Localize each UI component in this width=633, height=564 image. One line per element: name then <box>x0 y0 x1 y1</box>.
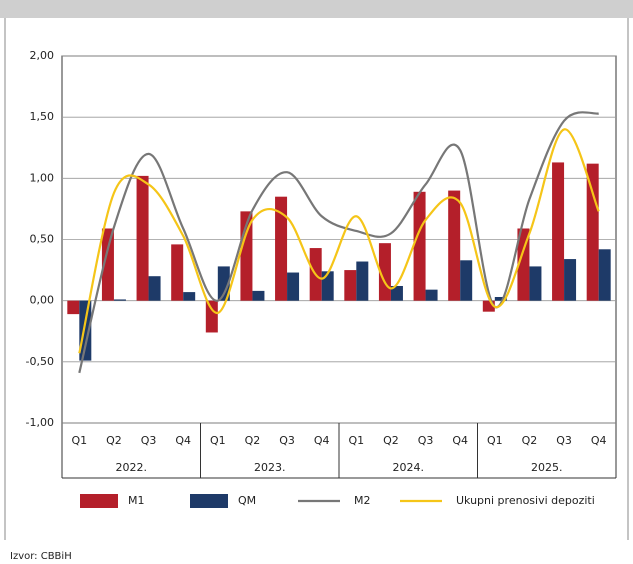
y-tick-label: -1,00 <box>26 416 54 429</box>
bar <box>136 175 149 301</box>
x-tick-label: Q4 <box>175 434 191 447</box>
x-tick-label: Q1 <box>348 434 364 447</box>
bar <box>494 296 507 301</box>
legend-label: QM <box>238 494 256 507</box>
bar <box>598 249 611 301</box>
bar <box>425 289 438 301</box>
legend-label: M2 <box>354 494 371 507</box>
y-tick-label: -0,50 <box>26 355 54 368</box>
bar <box>460 260 473 301</box>
x-tick-label: Q2 <box>383 434 399 447</box>
bar <box>183 292 196 301</box>
bar <box>67 300 80 315</box>
bar <box>448 190 461 301</box>
bar <box>356 261 369 301</box>
bar <box>517 228 530 301</box>
x-tick-label: Q4 <box>591 434 607 447</box>
x-tick-label: Q1 <box>487 434 503 447</box>
y-tick-label: 1,00 <box>30 171 55 184</box>
year-label: 2022. <box>116 461 148 474</box>
year-label: 2023. <box>254 461 286 474</box>
bar <box>287 272 300 301</box>
bar <box>413 191 426 301</box>
x-tick-label: Q1 <box>210 434 226 447</box>
bar <box>552 162 565 301</box>
bar <box>390 285 403 301</box>
x-tick-label: Q2 <box>106 434 122 447</box>
x-tick-label: Q4 <box>314 434 330 447</box>
bar <box>529 266 542 301</box>
legend-label: M1 <box>128 494 145 507</box>
header-band <box>0 0 633 18</box>
x-tick-label: Q2 <box>245 434 261 447</box>
bar <box>205 300 218 333</box>
bar <box>564 259 577 301</box>
bar <box>113 299 126 301</box>
line <box>78 111 599 374</box>
bar <box>148 276 161 301</box>
legend-swatch <box>190 494 228 508</box>
bar <box>344 270 357 301</box>
y-tick-label: 1,50 <box>30 110 55 123</box>
y-tick-label: 2,00 <box>30 49 55 62</box>
source: Izvor: CBBiH <box>10 551 72 562</box>
bar <box>252 290 265 301</box>
bar <box>586 163 599 301</box>
x-tick-label: Q1 <box>71 434 87 447</box>
x-tick-label: Q3 <box>141 434 157 447</box>
x-tick-label: Q3 <box>556 434 572 447</box>
y-tick-label: 0,50 <box>30 233 55 246</box>
bar <box>217 266 230 301</box>
year-label: 2025. <box>531 461 563 474</box>
x-tick-label: Q4 <box>452 434 468 447</box>
x-tick-label: Q3 <box>279 434 295 447</box>
bar <box>171 244 184 301</box>
bar <box>275 196 288 301</box>
year-label: 2024. <box>393 461 425 474</box>
y-tick-label: 0,00 <box>30 294 55 307</box>
line <box>78 128 600 354</box>
x-tick-label: Q3 <box>418 434 434 447</box>
x-tick-label: Q2 <box>522 434 538 447</box>
bar <box>482 300 495 312</box>
legend-swatch <box>80 494 118 508</box>
bar <box>321 271 334 301</box>
legend-label: Ukupni prenosivi depoziti <box>456 494 595 507</box>
bar <box>79 300 92 361</box>
bar <box>101 228 114 301</box>
